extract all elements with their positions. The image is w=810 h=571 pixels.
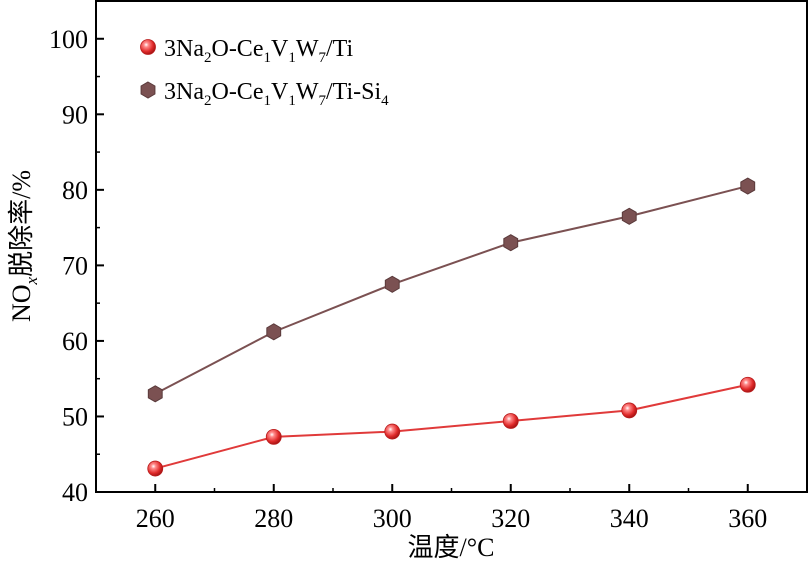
y-tick-label: 100 [49,25,88,54]
y-tick-label: 80 [62,176,88,205]
data-point [384,275,400,293]
data-point [147,385,163,403]
x-axis-title: 温度/°C [408,533,495,562]
data-point [740,177,756,195]
x-axis-ticks: 260 280 300 320 340 360 [136,484,767,533]
y-axis-ticks: 40 50 60 70 80 90 100 [49,25,104,507]
y-tick-label: 50 [62,402,88,431]
legend: 3Na2O-Ce1V1W7/Ti 3Na2O-Ce1V1W7/Ti-Si4 [140,36,389,109]
x-tick-label: 300 [373,504,412,533]
x-tick-label: 260 [136,504,175,533]
series-line [154,383,748,470]
series-layer [147,177,756,477]
data-point [503,234,519,252]
series-2 [147,177,756,403]
legend-marker-sphere [140,39,156,55]
data-point [502,413,519,429]
x-tick-label: 320 [491,504,530,533]
y-tick-label: 90 [62,100,88,129]
data-point [621,402,638,419]
data-point [266,323,282,341]
data-point [265,428,282,445]
data-point [739,376,756,393]
plot-area-frame [95,0,808,493]
y-axis-title: NOx脱除率/% [7,170,41,322]
y-tick-label: 40 [62,478,88,507]
legend-label-series-2: 3Na2O-Ce1V1W7/Ti-Si4 [164,79,389,109]
series-line [154,185,748,395]
y-tick-label: 60 [62,327,88,356]
x-tick-label: 360 [728,504,767,533]
x-tick-label: 280 [254,504,293,533]
legend-symbol [140,39,156,55]
legend-label-series-1: 3Na2O-Ce1V1W7/Ti [164,36,353,66]
legend-symbol [140,81,156,99]
data-point [384,423,401,440]
data-point [621,207,637,225]
series-1 [147,376,756,477]
y-tick-label: 70 [62,251,88,280]
legend-marker-hexagon [140,81,156,99]
x-tick-label: 340 [610,504,649,533]
data-point [147,460,164,477]
